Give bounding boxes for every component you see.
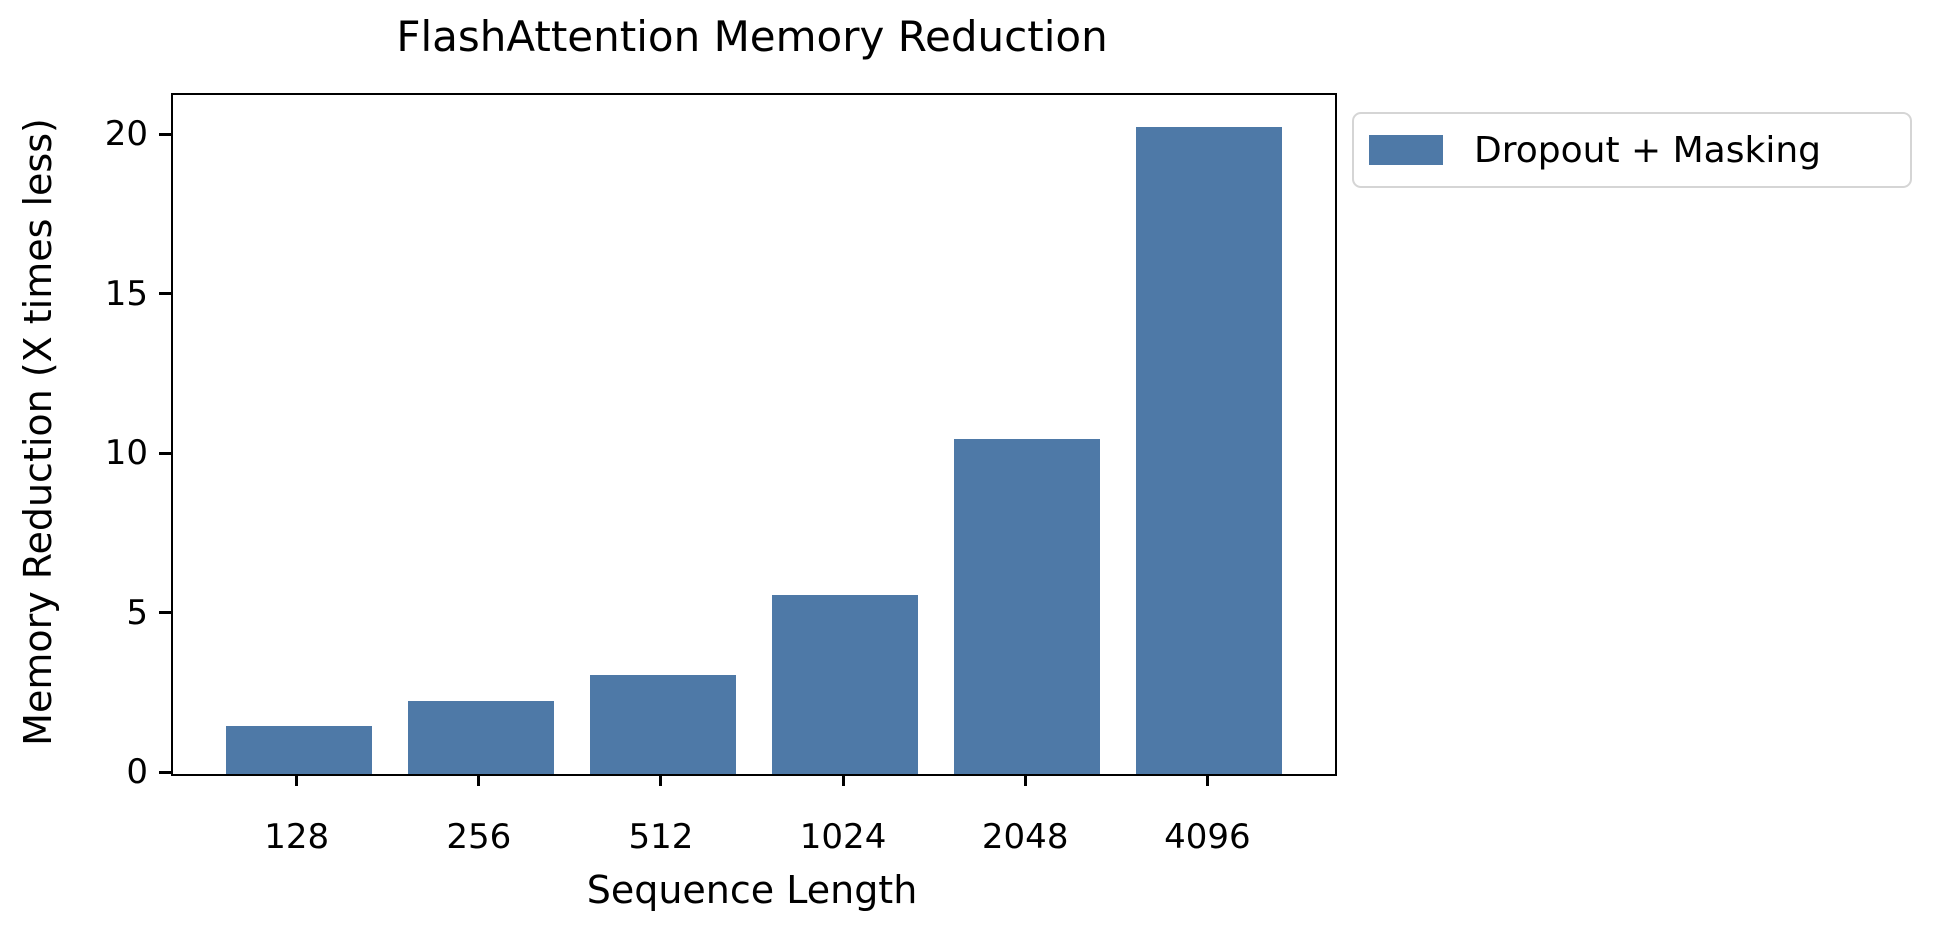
bar-1024 bbox=[772, 595, 918, 774]
x-tick-label-256: 256 bbox=[446, 817, 512, 857]
legend-label: Dropout + Masking bbox=[1474, 129, 1822, 171]
bar-2048 bbox=[954, 439, 1101, 774]
x-tick-label-1024: 1024 bbox=[799, 817, 887, 857]
y-tick-label-0: 0 bbox=[126, 752, 148, 792]
legend-swatch bbox=[1369, 135, 1443, 165]
y-tick-mark bbox=[159, 770, 171, 774]
x-tick-mark bbox=[477, 774, 481, 786]
legend: Dropout + Masking bbox=[1352, 112, 1912, 188]
bar-4096 bbox=[1136, 126, 1283, 774]
y-tick-mark bbox=[159, 451, 171, 455]
y-tick-label-10: 10 bbox=[104, 433, 148, 474]
y-tick-label-20: 20 bbox=[104, 114, 148, 155]
y-tick-mark bbox=[159, 611, 171, 615]
x-axis-label: Sequence Length bbox=[586, 868, 918, 912]
y-tick-mark bbox=[159, 132, 171, 136]
plot-area bbox=[171, 93, 1337, 776]
x-tick-label-512: 512 bbox=[628, 817, 694, 857]
y-tick-label-5: 5 bbox=[126, 592, 148, 633]
x-tick-mark bbox=[1205, 774, 1209, 786]
chart-title: FlashAttention Memory Reduction bbox=[396, 12, 1108, 61]
x-tick-mark bbox=[295, 774, 299, 786]
x-tick-mark bbox=[841, 774, 845, 786]
x-tick-label-2048: 2048 bbox=[981, 817, 1069, 857]
x-tick-mark bbox=[1023, 774, 1027, 786]
y-tick-mark bbox=[159, 292, 171, 296]
bar-128 bbox=[225, 726, 372, 774]
bar-512 bbox=[590, 675, 736, 774]
bar-256 bbox=[407, 700, 554, 774]
y-tick-label-15: 15 bbox=[104, 273, 148, 314]
x-tick-label-4096: 4096 bbox=[1164, 817, 1251, 857]
x-tick-mark bbox=[659, 774, 663, 786]
y-axis-label: Memory Reduction (X times less) bbox=[16, 118, 60, 746]
x-tick-label-128: 128 bbox=[264, 817, 330, 857]
